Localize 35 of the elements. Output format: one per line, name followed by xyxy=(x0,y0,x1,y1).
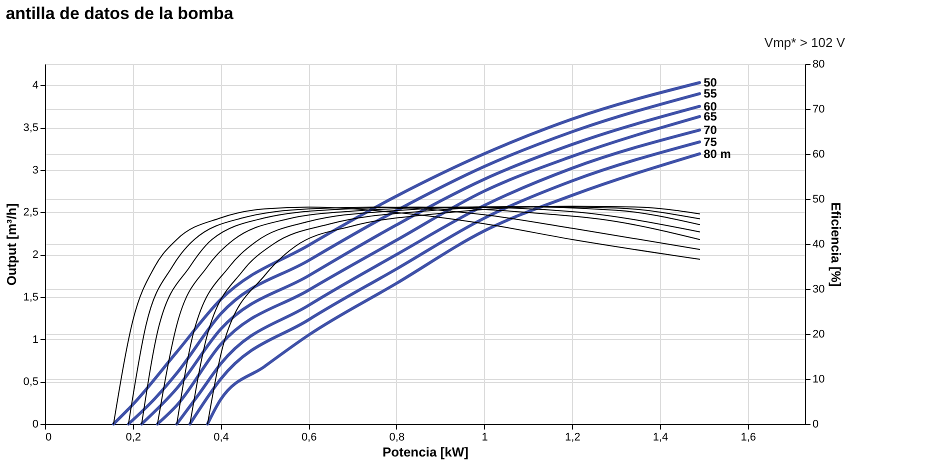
y-tick-label: 2 xyxy=(32,249,38,262)
y-tick-label: 0 xyxy=(32,418,38,430)
x-tick-label: 0,4 xyxy=(214,432,229,444)
x-tick-label: 0,6 xyxy=(301,432,317,444)
y-tick-label: 3,5 xyxy=(23,122,38,134)
x-tick-label: 1,4 xyxy=(652,432,668,444)
y-tick-label: 4 xyxy=(32,80,38,92)
chart-title: antilla de datos de la bomba xyxy=(6,4,234,23)
y2-tick-label: 0 xyxy=(812,418,819,430)
series-label: 70 xyxy=(704,123,718,138)
x-axis-title: Potencia [kW] xyxy=(382,444,468,460)
series-label: 80 m xyxy=(704,146,731,161)
y2-tick-label: 80 xyxy=(812,58,825,70)
y2-axis-title: Eficiencia [%] xyxy=(828,202,844,287)
series-label: 75 xyxy=(704,134,718,149)
y-axis-title: Output [m³/h] xyxy=(4,203,20,286)
x-tick-label: 1,2 xyxy=(565,432,580,444)
y-tick-label: 1 xyxy=(32,334,38,346)
y-tick-label: 2,5 xyxy=(23,206,38,219)
y2-tick-label: 70 xyxy=(812,104,825,116)
x-tick-label: 1,6 xyxy=(740,432,756,444)
y2-tick-label: 50 xyxy=(812,194,825,206)
y-tick-label: 3 xyxy=(32,164,38,176)
y2-tick-label: 60 xyxy=(812,148,825,160)
x-tick-label: 1 xyxy=(482,432,488,444)
y2-tick-label: 10 xyxy=(812,374,825,386)
x-tick-label: 0 xyxy=(46,432,52,444)
y2-tick-label: 30 xyxy=(812,284,825,296)
y2-tick-label: 40 xyxy=(812,238,825,250)
text: Vmp* > 102 V xyxy=(764,35,846,50)
x-tick-label: 0,8 xyxy=(389,432,405,444)
y-tick-label: 0,5 xyxy=(23,376,38,388)
y-tick-label: 1,5 xyxy=(23,291,38,304)
x-tick-label: 0,2 xyxy=(126,432,142,444)
y2-tick-label: 20 xyxy=(812,328,825,340)
